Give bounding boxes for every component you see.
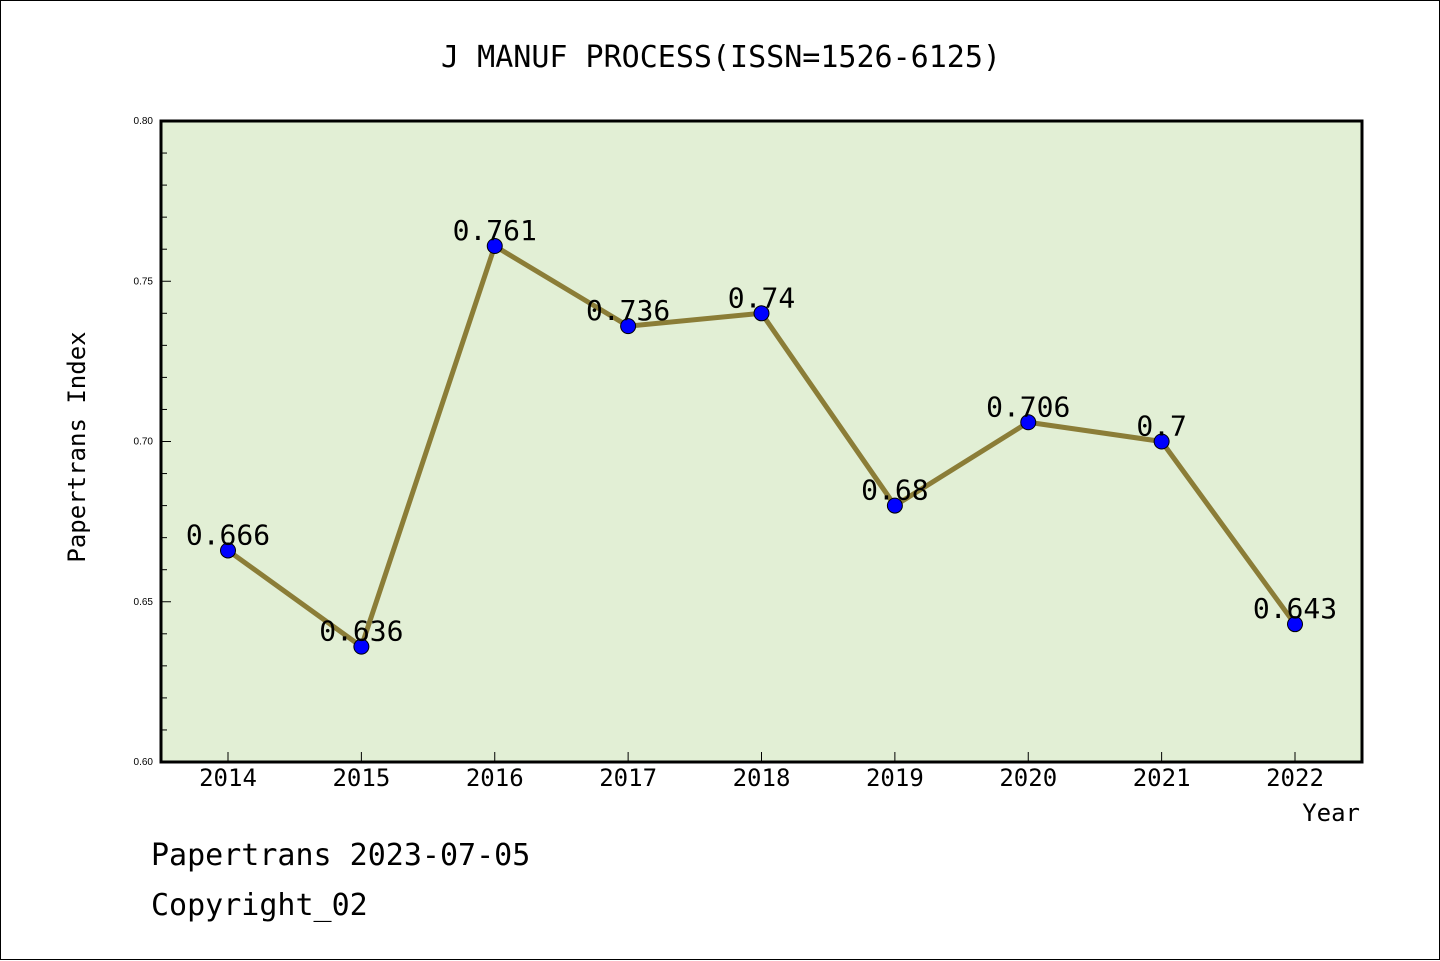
data-point-2020 bbox=[1020, 414, 1037, 431]
x-tick-label: 2021 bbox=[1133, 764, 1191, 792]
x-tick-label: 2019 bbox=[866, 764, 924, 792]
data-point-2021 bbox=[1153, 433, 1170, 450]
data-point-2022 bbox=[1287, 616, 1303, 633]
x-tick-label: 2020 bbox=[999, 764, 1057, 792]
data-label-2021: 0.7 bbox=[1136, 410, 1187, 443]
x-tick-label: 2018 bbox=[733, 764, 791, 792]
data-label-2015: 0.636 bbox=[319, 615, 403, 648]
data-label-2019: 0.68 bbox=[861, 474, 928, 507]
y-tick-label: 0.65 bbox=[134, 597, 154, 608]
y-tick-label: 0.75 bbox=[134, 276, 154, 287]
chart-title: J MANUF PROCESS(ISSN=1526-6125) bbox=[441, 40, 1001, 75]
data-labels: 0.666 0.636 0.761 0.736 0.74 0.68 0.706 0.7 0.64… bbox=[186, 214, 1337, 648]
data-label-2018: 0.74 bbox=[728, 281, 795, 314]
x-tick-label: 2016 bbox=[466, 764, 524, 792]
x-tick-label: 2015 bbox=[332, 764, 390, 792]
y-tick-label: 0.80 bbox=[134, 116, 154, 127]
data-point-2016 bbox=[486, 237, 503, 254]
x-axis-label: Year bbox=[1302, 799, 1360, 827]
data-label-2020: 0.706 bbox=[986, 390, 1070, 423]
data-point-2015 bbox=[353, 638, 370, 655]
data-label-2017: 0.736 bbox=[586, 294, 670, 327]
x-tick-label: 2017 bbox=[599, 764, 657, 792]
data-point-2017 bbox=[620, 318, 637, 335]
data-label-2022: 0.643 bbox=[1253, 592, 1337, 625]
data-label-2016: 0.761 bbox=[453, 214, 537, 247]
footer-copyright: Copyright_02 bbox=[151, 888, 368, 923]
y-tick-label: 0.60 bbox=[134, 757, 154, 768]
data-point-2018 bbox=[753, 305, 770, 322]
series-markers bbox=[220, 237, 1303, 655]
x-tick-label: 2014 bbox=[199, 764, 257, 792]
data-point-2019 bbox=[886, 497, 903, 514]
footer-date: Papertrans 2023-07-05 bbox=[151, 838, 530, 873]
y-axis-label: Papertrans Index bbox=[63, 331, 91, 562]
data-label-2014: 0.666 bbox=[186, 518, 270, 551]
x-tick-label: 2022 bbox=[1266, 764, 1324, 792]
x-axis-ticks: 2014 2015 2016 2017 2018 2019 2020 2021 2022 bbox=[199, 752, 1324, 792]
plot-border bbox=[159, 119, 1364, 764]
y-tick-label: 0.70 bbox=[134, 437, 154, 448]
data-point-2014 bbox=[220, 542, 236, 559]
